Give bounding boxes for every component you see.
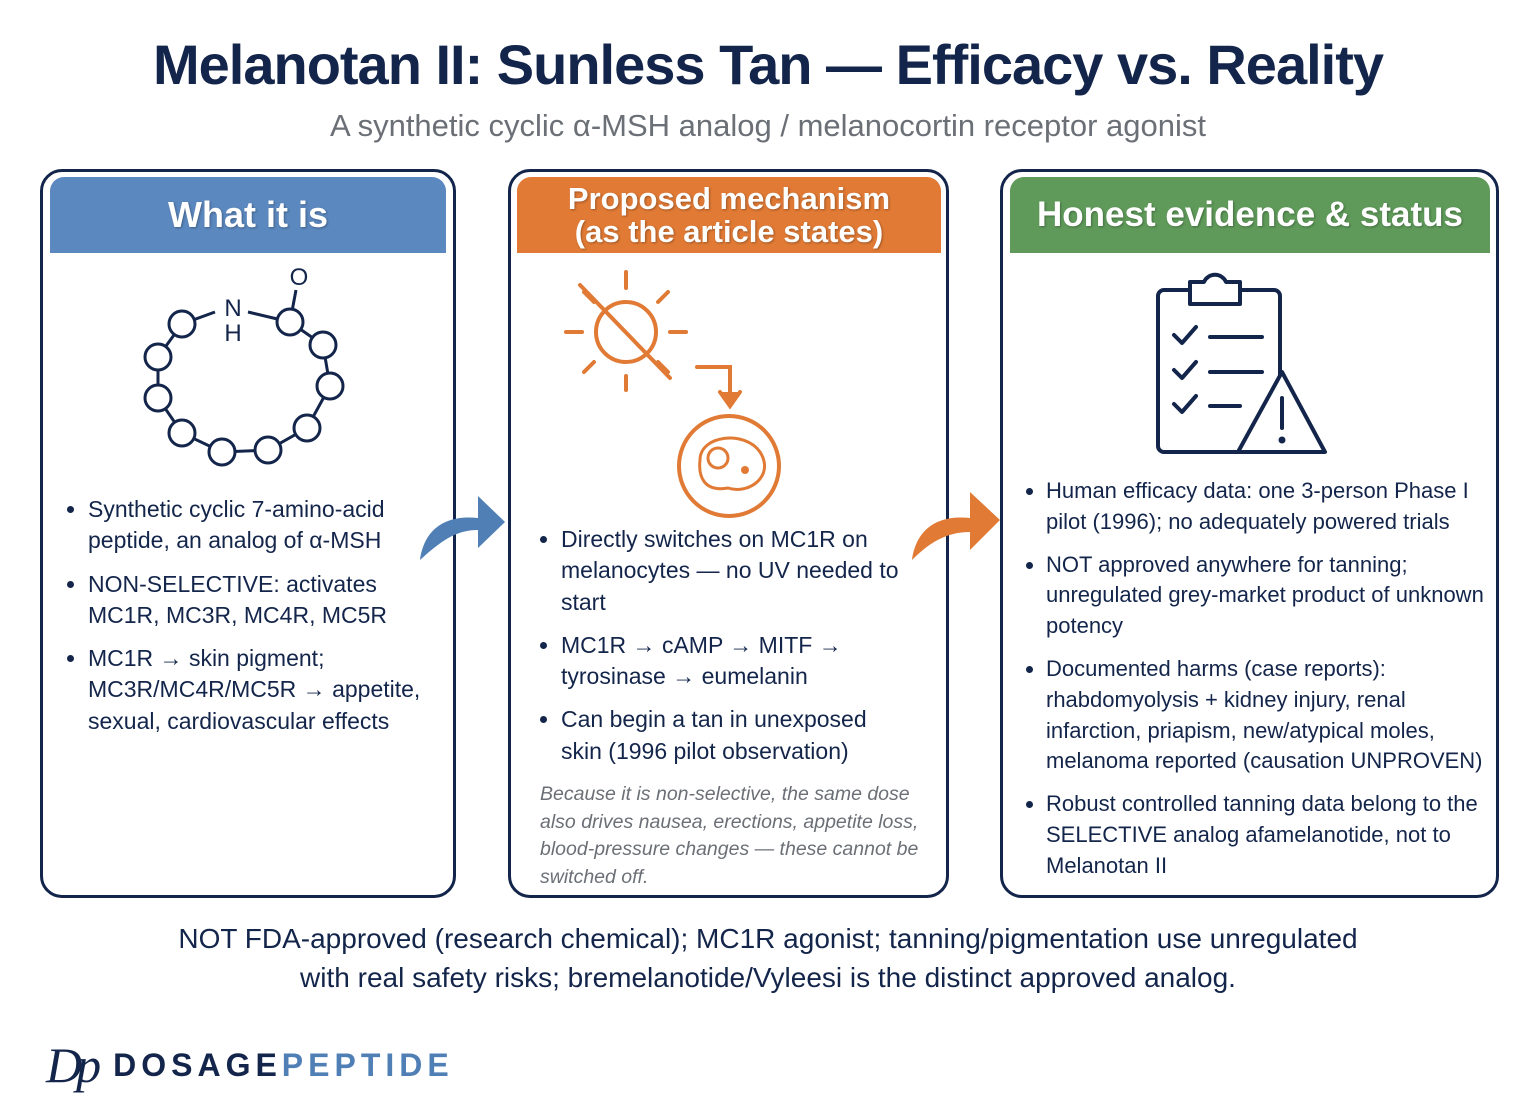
note: Because it is non-selective, the same do… [540,783,919,889]
molecule-icon [143,289,345,467]
logo-word: DOSAGE [113,1046,282,1083]
logo: Dp DOSAGE PEPTIDE [46,1036,454,1094]
bullet: Human efficacy data: one 3-person Phase … [1046,476,1501,538]
cell-nucleus [741,466,749,474]
bullet-list: Directly switches on MC1R on melanocytes… [535,524,911,779]
bullet: Documented harms (case reports): rhabdom… [1046,654,1501,777]
logo-word: PEPTIDE [281,1046,454,1083]
bullet: MC1R → skin pigment; MC3R/MC4R/MC5R → ap… [88,643,448,737]
panel-header: What it is [50,177,446,253]
footer-line: with real safety risks; bremelanotide/Vy… [300,961,1236,993]
bullet: NON-SELECTIVE: activates MC1R, MC3R, MC4… [88,569,448,632]
panel-header-line: Proposed mechanism [567,180,891,216]
evidence-icon [1156,272,1327,454]
footer-line: NOT FDA-approved (research chemical); MC… [178,923,1358,954]
bullet-list: Synthetic cyclic 7-amino-acid peptide, a… [62,494,448,749]
bullet: NOT approved anywhere for tanning; unreg… [1046,550,1501,642]
subtitle: A synthetic cyclic α-MSH analog / melano… [330,108,1206,143]
flow-arrow [420,496,505,560]
mechanism-icon [564,270,781,518]
atom-label: O [290,264,309,291]
warning-dot [1278,436,1286,444]
footer: NOT FDA-approved (research chemical); MC… [0,920,1536,997]
bullet: Can begin a tan in unexposed skin (1996 … [561,704,911,767]
panel-header-line: (as the article states) [574,214,884,249]
bullet-list: Human efficacy data: one 3-person Phase … [1020,476,1501,894]
bullet: MC1R → cAMP → MITF → tyrosinase → eumela… [561,630,911,693]
panel-header: Proposed mechanism (as the article states… [517,177,941,253]
panel-header: Honest evidence & status [1010,177,1490,253]
logo-mark: Dp [46,1037,101,1093]
panel-header-line: Honest evidence & status [1037,195,1463,234]
atom-label: N [224,295,241,322]
bullet: Robust controlled tanning data belong to… [1046,789,1501,881]
title: Melanotan II: Sunless Tan — Efficacy vs.… [152,33,1384,96]
bullet: Directly switches on MC1R on melanocytes… [561,524,911,618]
bullet: Synthetic cyclic 7-amino-acid peptide, a… [88,494,448,557]
panel-header-line: What it is [168,194,328,235]
panel [1000,169,1499,898]
flow-arrow [912,492,1000,560]
atom-label: H [224,320,241,347]
